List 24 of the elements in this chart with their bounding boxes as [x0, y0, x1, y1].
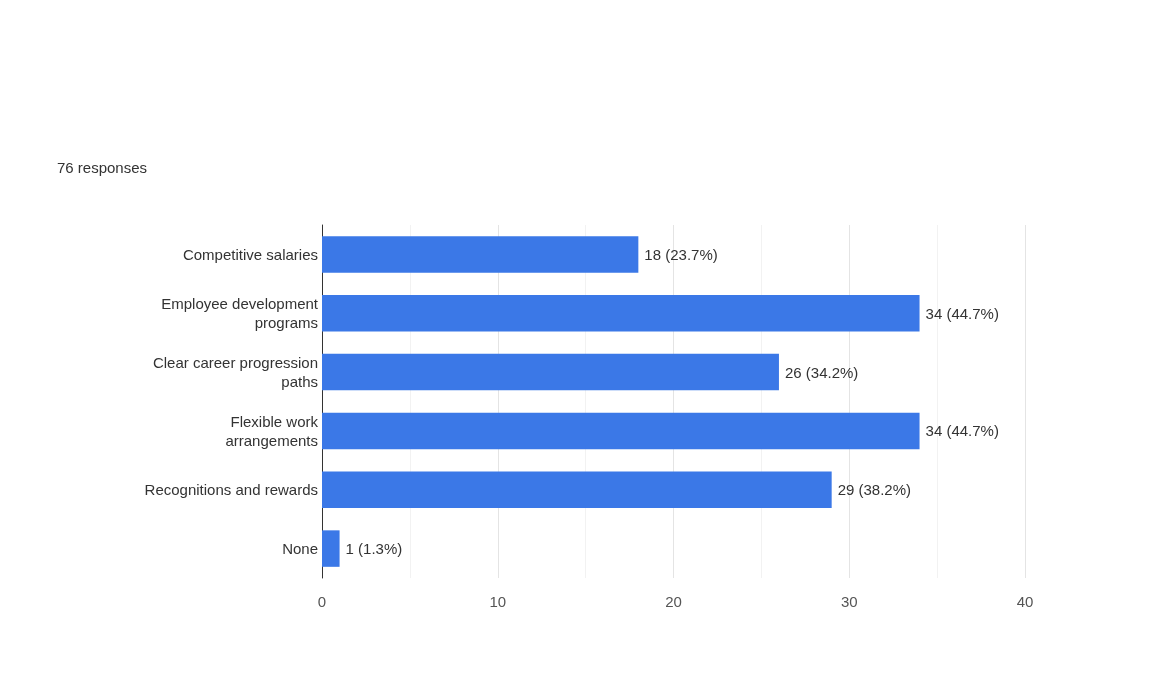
data-label: 29 (38.2%) [837, 481, 912, 499]
bar [322, 236, 639, 273]
x-tick-label: 0 [317, 593, 327, 610]
y-tick-label: None [282, 540, 318, 558]
text: 76 responses [57, 159, 148, 176]
bar [322, 530, 340, 567]
bar [322, 471, 832, 508]
data-label: 26 (34.2%) [784, 363, 859, 381]
data-label: 18 (23.7%) [644, 245, 718, 263]
x-tick-label: 40 [1016, 593, 1034, 610]
bar [322, 295, 920, 332]
x-tick-label: 30 [840, 593, 858, 610]
bar [322, 353, 779, 391]
y-tick-label: Recognitions and rewards [144, 481, 318, 499]
y-tick-label: Competitive salaries [182, 245, 318, 263]
x-tick-label: 10 [489, 593, 507, 610]
y-tick-label: Employee development programs [161, 295, 319, 332]
y-tick-label: Clear career progression paths [152, 354, 318, 391]
x-tick-label: 20 [665, 593, 682, 610]
data-label: 34 (44.7%) [925, 304, 999, 322]
bar [322, 412, 920, 450]
data-label: 1 (1.3%) [345, 540, 403, 558]
y-tick-label: Flexible work arrangements [225, 412, 319, 449]
data-label: 34 (44.7%) [925, 422, 999, 440]
